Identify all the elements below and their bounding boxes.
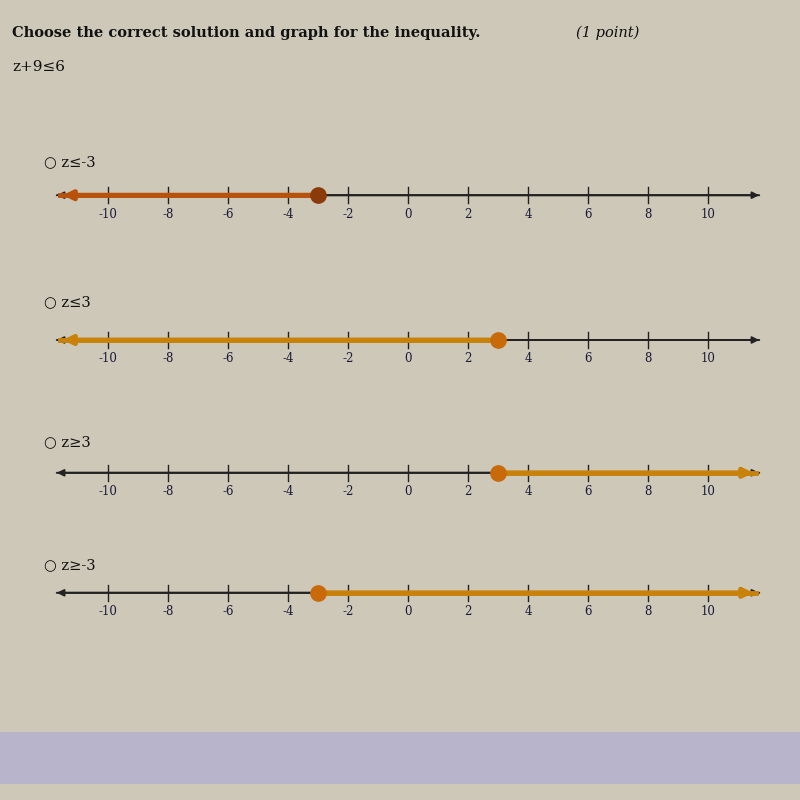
Text: 0: 0 [404,485,412,498]
Text: 4: 4 [524,207,532,221]
Text: -2: -2 [342,485,354,498]
Text: -4: -4 [282,207,294,221]
Text: 6: 6 [584,352,592,366]
Text: -10: -10 [98,207,118,221]
Text: -10: -10 [98,485,118,498]
Text: -6: -6 [222,605,234,618]
Text: 6: 6 [584,207,592,221]
Text: 8: 8 [644,352,652,366]
Text: -6: -6 [222,207,234,221]
Text: 4: 4 [524,605,532,618]
Text: -2: -2 [342,207,354,221]
Text: -8: -8 [162,605,174,618]
Text: 10: 10 [701,207,715,221]
Text: 8: 8 [644,605,652,618]
Text: 4: 4 [524,485,532,498]
Text: -10: -10 [98,352,118,366]
Text: 2: 2 [464,207,472,221]
Text: -10: -10 [98,605,118,618]
Text: z+9≤6: z+9≤6 [12,60,65,74]
Text: 10: 10 [701,605,715,618]
Text: 8: 8 [644,207,652,221]
Text: 0: 0 [404,605,412,618]
Text: 0: 0 [404,352,412,366]
Text: 2: 2 [464,485,472,498]
Text: 6: 6 [584,605,592,618]
Text: 4: 4 [524,352,532,366]
Text: -4: -4 [282,605,294,618]
Text: -6: -6 [222,485,234,498]
Text: 2: 2 [464,352,472,366]
Text: 0: 0 [404,207,412,221]
Text: 10: 10 [701,352,715,366]
Text: ○ z≥3: ○ z≥3 [44,435,90,450]
Text: Choose the correct solution and graph for the inequality.: Choose the correct solution and graph fo… [12,26,496,39]
Text: ○ z≥-3: ○ z≥-3 [44,558,96,573]
Text: -4: -4 [282,485,294,498]
Text: ○ z≤-3: ○ z≤-3 [44,155,96,169]
Text: 6: 6 [584,485,592,498]
Text: (1 point): (1 point) [576,26,639,40]
Text: ○ z≤3: ○ z≤3 [44,295,90,309]
Text: 2: 2 [464,605,472,618]
Text: -2: -2 [342,605,354,618]
Text: -8: -8 [162,485,174,498]
Text: -8: -8 [162,207,174,221]
Text: 8: 8 [644,485,652,498]
Text: -6: -6 [222,352,234,366]
Text: 10: 10 [701,485,715,498]
Text: -2: -2 [342,352,354,366]
Text: -8: -8 [162,352,174,366]
Text: -4: -4 [282,352,294,366]
